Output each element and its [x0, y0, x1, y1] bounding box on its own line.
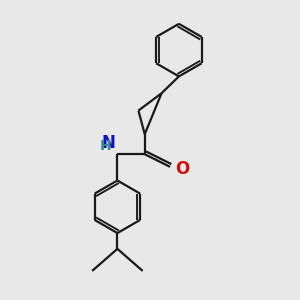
Text: O: O [175, 160, 190, 178]
Text: H: H [100, 139, 112, 153]
Text: N: N [101, 134, 115, 152]
